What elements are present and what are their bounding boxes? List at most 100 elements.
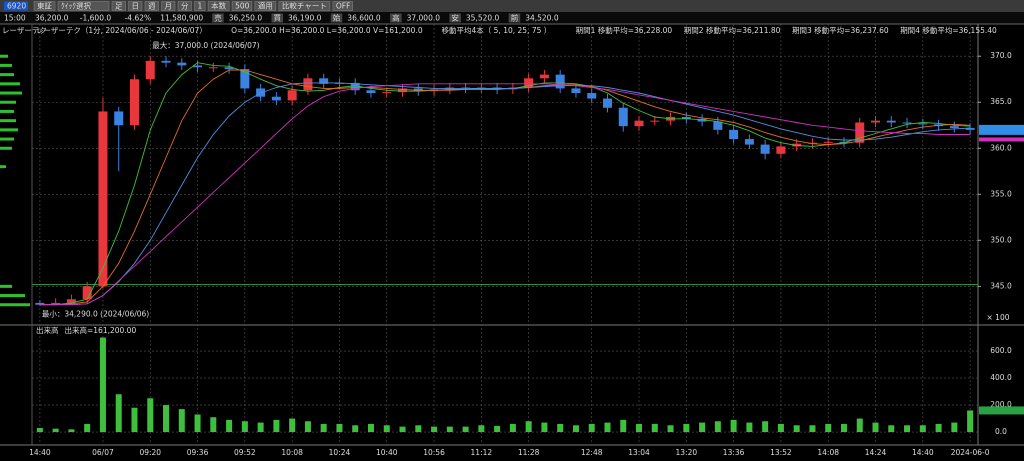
candle-body [51,302,61,305]
quote-label: 始 [333,13,341,23]
toolbar-button[interactable] [128,1,143,11]
code-input[interactable] [4,1,28,11]
volume-bar [636,423,643,433]
candle-body [855,122,865,143]
toolbar-button[interactable] [177,1,192,11]
toolbar-button[interactable] [161,1,176,11]
volume-bar [951,422,958,433]
volume-profile-bar [0,100,16,104]
x-tick-label: 14:24 [865,448,887,457]
candle-body [886,120,896,123]
toolbar-button[interactable] [332,1,353,11]
toolbar-button[interactable] [231,1,253,11]
volume-bar [131,407,138,433]
toolbar-button[interactable] [278,1,331,11]
toolbar-button-label: 本数 [211,1,226,11]
candle-body [398,88,408,93]
candle-body [350,82,360,91]
quote-label-box [390,13,402,23]
volume-bar [52,428,59,433]
toolbar-button[interactable] [194,1,206,11]
quote-value: 35,520.0 [466,14,500,23]
quote-label-box [212,13,224,23]
volume-bar [289,418,296,433]
volume-profile-bar [0,109,14,113]
x-tick-label: 09:52 [234,448,256,457]
ma-line [39,83,971,306]
legend-text: 移動平均4本（ 5, 10, 25, 75 ） [442,25,552,35]
volume-bar [415,425,422,433]
candle-body [66,299,76,303]
candle-body [555,74,565,89]
code: 6920 [7,2,26,11]
candle-body [114,111,124,126]
quote-label-box [449,13,461,23]
quote-label-box [508,13,521,23]
volume-bar [462,426,469,433]
legend-text: 期間2 移動平均=36,211.80 [684,25,781,35]
volume-bar [746,422,753,433]
toolbar-button-label: ｸｲｯｸ選択 [61,1,91,11]
volume-value: 出来高=161,200.00 [65,325,137,335]
volume-bar [194,414,201,433]
toolbar-button[interactable] [144,1,159,11]
x-tick-label: 10:08 [281,448,303,457]
volume-profile-bar [0,137,14,141]
volume-bar [572,425,579,433]
volume-bar [730,419,737,433]
volume-bar [856,418,863,433]
candle-body [571,88,581,94]
candle-body [382,92,392,94]
volume-bar [777,423,784,433]
volume-bar [336,423,343,433]
candle-body [366,90,376,94]
quote-value: 36,250.0 [229,14,263,23]
x-tick-label: 10:40 [376,448,398,457]
y-tick-label: 400.0 [990,373,1012,382]
volume-bar [714,421,721,433]
candle-body [539,74,549,79]
toolbar-button[interactable] [33,1,56,11]
candle-body [760,144,770,154]
volume-profile-bar [0,284,12,288]
candle-body [618,107,628,127]
toolbar-button[interactable] [207,1,230,11]
volume-bar [210,417,217,433]
volume-bar [919,425,926,433]
toolbar-button[interactable] [111,1,126,11]
candle-body [587,93,597,99]
volume-bar [683,423,690,433]
volume-bar [840,423,847,433]
candle-body [208,67,218,69]
quote-text: 36,200.0 [35,14,69,23]
toolbar-button-label: 500 [235,2,250,11]
volume-bar [620,419,627,433]
toolbar-button[interactable] [57,1,110,11]
toolbar-button-label: 比較チャート [282,1,327,11]
volume-bar [399,426,406,433]
x-tick-label: 10:56 [423,448,445,457]
quote-value: 36,600.0 [347,14,381,23]
candle-body [634,120,644,127]
x-tick-label: 14:40 [29,448,51,457]
toolbar-button-label: OFF [336,2,351,11]
panel-label: レーザーテク [2,26,47,35]
volume-bar [178,409,185,433]
y-tick-label: 345.0 [990,281,1012,290]
y-tick-label: 600.0 [990,346,1012,355]
toolbar-button-label: 月 [165,2,173,11]
volume-profile-bar [0,63,12,67]
volume-bar [115,394,122,433]
candle-body [823,141,833,143]
volume-title: 出来高 [36,325,59,335]
ma-line [39,82,971,306]
volume-bar [557,423,564,433]
volume-bar [273,419,280,433]
last-price-marker [979,124,1024,135]
legend-text: O=36,200.0 H=36,200.0 L=36,200.0 V=161,2… [231,26,423,35]
quote-value: 37,000.0 [407,14,441,23]
toolbar-button[interactable] [254,1,277,11]
volume-bar [257,422,264,433]
